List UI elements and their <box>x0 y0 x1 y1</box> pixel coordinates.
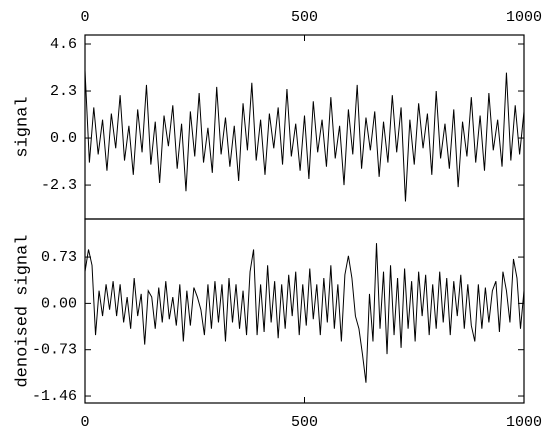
y-tick-label: 0.00 <box>41 295 77 312</box>
signal-line <box>84 243 525 383</box>
x-tick-label: 0 <box>80 414 89 431</box>
y-tick-label: -1.46 <box>32 388 77 405</box>
x-tick-label: 0 <box>80 9 89 26</box>
y-tick-label: -2.3 <box>41 177 77 194</box>
y-tick-label: 0.0 <box>50 130 77 147</box>
y-tick-label: 4.6 <box>50 36 77 53</box>
x-tick-label: 1000 <box>506 9 542 26</box>
x-tick-label: 1000 <box>506 414 542 431</box>
y-axis-label: signal <box>13 96 32 157</box>
x-tick-label: 500 <box>291 9 318 26</box>
y-tick-label: -0.73 <box>32 342 77 359</box>
y-tick-label: 0.73 <box>41 249 77 266</box>
panel-frame <box>84 34 525 220</box>
y-tick-label: 2.3 <box>50 83 77 100</box>
x-tick-label: 500 <box>291 414 318 431</box>
y-axis-label: denoised signal <box>13 234 32 387</box>
signal-line <box>84 70 525 202</box>
